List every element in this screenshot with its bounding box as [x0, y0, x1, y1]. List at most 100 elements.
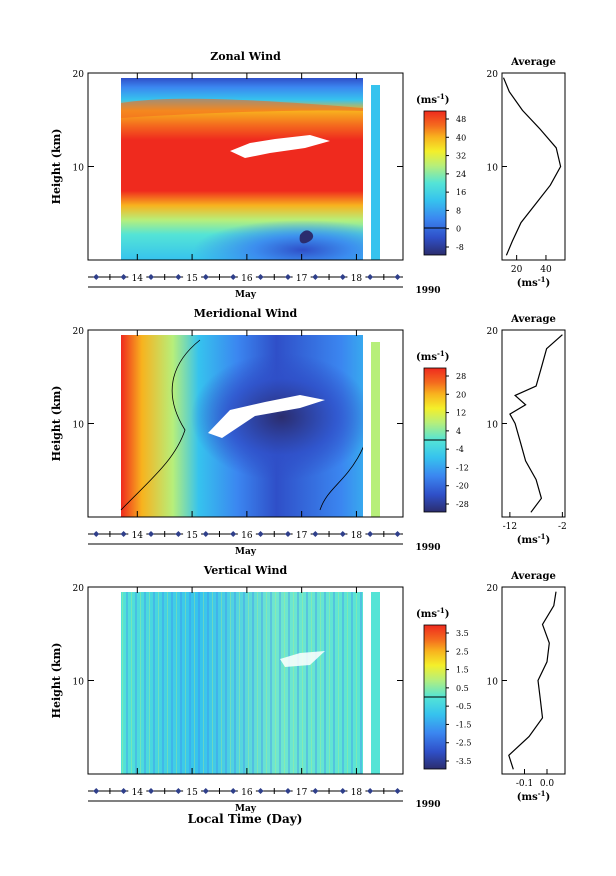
heatmap-field	[120, 335, 380, 517]
colorbar-tick-label: 12	[456, 409, 466, 418]
y-tick-label: 20	[73, 327, 85, 337]
x-tick-label-bg	[183, 528, 202, 540]
unit-base: (ms	[416, 609, 437, 620]
avg-x-tick-label: -2	[558, 522, 567, 532]
x-tick-label-bg	[237, 528, 256, 540]
x-tick-label: 16	[241, 788, 253, 798]
avg-x-tick-label: 0.0	[540, 779, 555, 789]
colorbar-tick-label: -4	[456, 445, 464, 454]
x-tick-label-bg	[292, 785, 311, 797]
heatmap-last-column	[371, 342, 380, 517]
x-marker	[284, 788, 291, 794]
unit-base: (ms	[416, 352, 437, 363]
y-axis-label: Height (km)	[50, 643, 63, 719]
x-tick-label: 15	[186, 788, 198, 798]
x-tick-label-bg	[347, 528, 366, 540]
x-tick-label-bg	[237, 271, 256, 283]
colorbar-tick-label: -1.5	[456, 720, 471, 729]
unit-close: )	[546, 278, 551, 289]
unit-close: )	[546, 535, 551, 546]
y-tick-label: 20	[73, 70, 85, 80]
x-marker	[257, 274, 264, 280]
x-marker	[339, 531, 346, 537]
x-marker	[148, 531, 154, 537]
x-marker	[202, 531, 209, 537]
month-label: May	[235, 547, 257, 557]
x-marker	[175, 788, 182, 794]
colorbar-tick-label: 28	[456, 372, 466, 381]
x-marker	[339, 788, 346, 794]
y-tick-label: 20	[73, 584, 85, 594]
x-marker	[284, 274, 291, 280]
x-axis-title: Local Time (Day)	[188, 812, 303, 826]
panel-title: Zonal Wind	[210, 50, 281, 63]
y-tick-label: 10	[73, 678, 85, 688]
colorbar	[423, 110, 447, 256]
avg-x-tick-label: -0.1	[516, 779, 533, 789]
unit-exponent: -1	[437, 92, 445, 101]
x-marker	[284, 531, 291, 537]
average-profile-line	[502, 77, 562, 256]
x-marker	[367, 788, 374, 794]
x-marker	[394, 274, 401, 280]
x-marker	[312, 788, 319, 794]
x-tick-label: 17	[296, 788, 308, 798]
year-label: 1990	[415, 543, 440, 553]
colorbar-tick-label: 40	[456, 133, 466, 142]
x-marker	[230, 788, 237, 794]
x-tick-label: 17	[296, 274, 308, 284]
y-axis-label: Height (km)	[50, 386, 63, 462]
heatmap-jet-edge	[121, 98, 363, 118]
x-tick-label-bg	[183, 271, 202, 283]
heatmap-last-column	[371, 85, 380, 260]
colorbar-tick-label: -3.5	[456, 757, 471, 766]
x-marker	[93, 274, 100, 280]
x-tick-label-bg	[292, 271, 311, 283]
colorbar-tick-label: 48	[456, 115, 466, 124]
x-tick-label-bg	[347, 271, 366, 283]
avg-y-tick-label: 10	[487, 678, 499, 688]
heatmap-missing-data	[280, 651, 325, 667]
year-label: 1990	[415, 800, 440, 810]
average-unit: (ms-1)	[517, 275, 550, 289]
colorbar-tick-label: -0.5	[456, 702, 471, 711]
x-marker	[202, 788, 209, 794]
colorbar-tick-label: 1.5	[456, 666, 469, 675]
colorbar-tick-label: 2.5	[456, 647, 469, 656]
x-tick-label: 16	[241, 274, 253, 284]
x-tick-label-bg	[347, 785, 366, 797]
avg-x-tick-label: 40	[540, 265, 552, 275]
x-marker	[120, 531, 127, 537]
colorbar-tick-label: -2.5	[456, 739, 471, 748]
x-marker	[394, 531, 401, 537]
heatmap-low-region	[121, 335, 380, 517]
heatmap-min-cell	[299, 230, 314, 244]
unit-base: (ms	[517, 535, 538, 546]
x-tick-label: 14	[132, 788, 144, 798]
x-marker	[257, 788, 264, 794]
x-tick-label: 18	[351, 531, 363, 541]
x-marker	[148, 788, 154, 794]
unit-exponent: -1	[437, 606, 445, 615]
unit-exponent: -1	[538, 789, 546, 798]
panel-title: Vertical Wind	[203, 564, 288, 577]
colorbar-tick-label: 8	[456, 206, 461, 215]
unit-close: )	[445, 95, 450, 106]
x-marker	[148, 274, 154, 280]
panel-title: Meridional Wind	[194, 307, 298, 320]
x-tick-label: 17	[296, 531, 308, 541]
unit-base: (ms	[416, 95, 437, 106]
unit-exponent: -1	[437, 349, 445, 358]
x-marker	[394, 788, 401, 794]
unit-exponent: -1	[538, 275, 546, 284]
colorbar-tick-label: 16	[456, 188, 466, 197]
colorbar-tick-label: -8	[456, 243, 464, 252]
average-frame	[501, 329, 566, 518]
panel-vertical-wind: Vertical Wind 10 20 Height (km) 14 15 16 17 18 Ma…	[50, 564, 566, 814]
colorbar-unit: (ms-1)	[416, 92, 449, 106]
colorbar-tick-label: 24	[456, 170, 466, 179]
x-tick-label-bg	[183, 785, 202, 797]
unit-close: )	[445, 609, 450, 620]
x-marker	[230, 531, 237, 537]
